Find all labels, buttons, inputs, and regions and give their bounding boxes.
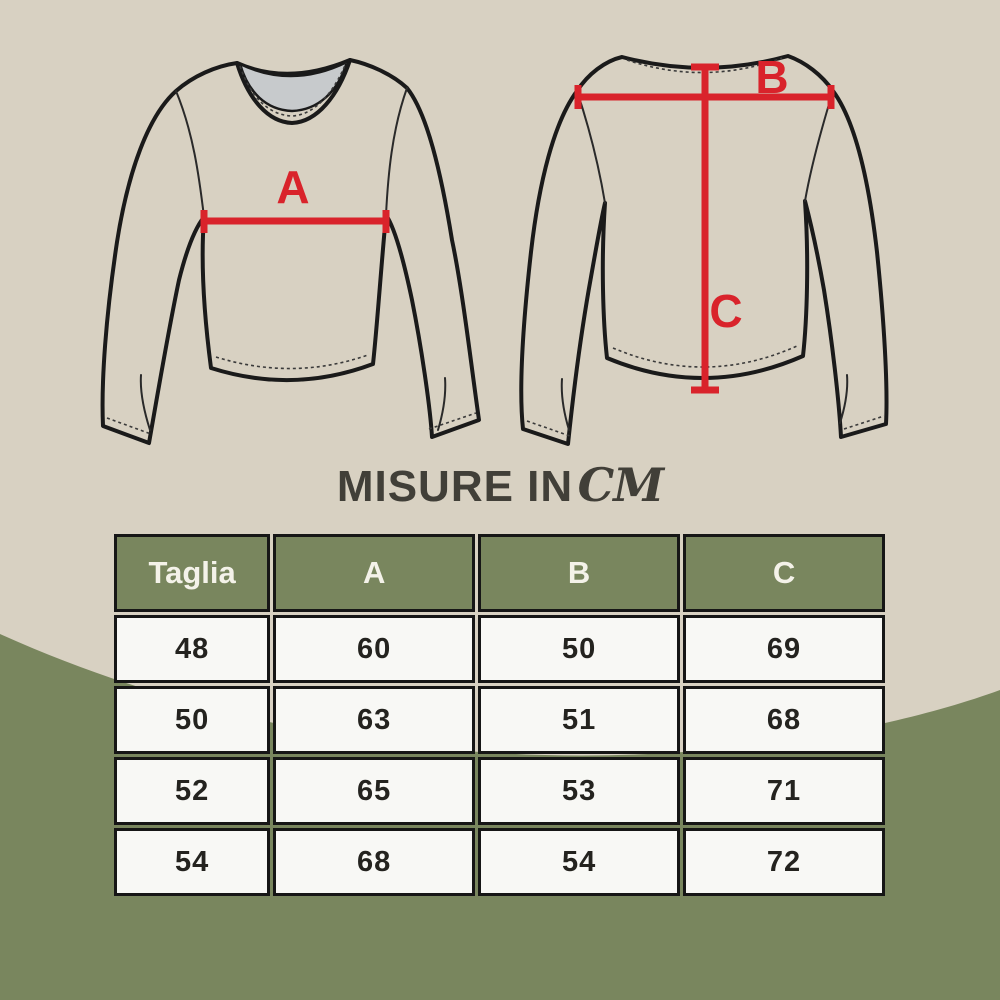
- front-garment-body: [100, 58, 481, 445]
- measure-cell: 54: [478, 828, 681, 896]
- front-collar-inner: [238, 59, 350, 113]
- size-row-54: 54 68 54 72: [114, 828, 885, 896]
- header-cell-a: A: [273, 534, 476, 612]
- measure-cell: 50: [478, 615, 681, 683]
- measure-cell: 72: [683, 828, 885, 896]
- measure-cell: 63: [273, 686, 476, 754]
- size-cell: 52: [114, 757, 271, 825]
- measure-cell: 68: [683, 686, 885, 754]
- measurement-a: A: [200, 161, 390, 233]
- size-cell: 54: [114, 828, 271, 896]
- measurement-label-c: C: [709, 285, 742, 337]
- measure-cell: 60: [273, 615, 476, 683]
- title-text: MISURE IN: [336, 462, 574, 511]
- measure-cell: 65: [273, 757, 476, 825]
- back-cuff-stitch-left: [526, 420, 571, 437]
- size-row-48: 48 60 50 69: [114, 615, 885, 683]
- measurement-c: C: [691, 63, 743, 394]
- measurement-label-b: B: [755, 51, 788, 103]
- size-cell: 48: [114, 615, 271, 683]
- front-armhole-left: [175, 90, 205, 218]
- header-cell-b: B: [478, 534, 681, 612]
- front-cuff-stitch-right: [428, 412, 477, 430]
- size-row-52: 52 65 53 71: [114, 757, 885, 825]
- front-garment-sketch: [100, 58, 481, 445]
- measure-cell: 53: [478, 757, 681, 825]
- size-table-header-row: Taglia A B C: [114, 534, 885, 612]
- back-cuff-stitch-right: [843, 415, 885, 430]
- header-cell-c: C: [683, 534, 885, 612]
- front-collar-band: [235, 58, 352, 125]
- size-table: Taglia A B C 48 60 50 69 50 63 51 68 52 …: [111, 531, 888, 899]
- measure-cell: 69: [683, 615, 885, 683]
- measure-cell: 51: [478, 686, 681, 754]
- measure-cell: 68: [273, 828, 476, 896]
- measure-cell: 71: [683, 757, 885, 825]
- measurement-label-a: A: [276, 161, 309, 213]
- front-sleeve-crease-left: [139, 374, 151, 431]
- front-sleeve-crease-right: [437, 377, 447, 431]
- front-armhole-right: [385, 87, 408, 216]
- back-sleeve-crease-right: [839, 374, 849, 424]
- page-title: MISURE IN CM: [0, 458, 1000, 512]
- front-cuff-stitch-left: [106, 417, 152, 435]
- back-garment-body: [519, 54, 889, 446]
- back-sleeve-crease-left: [560, 378, 570, 431]
- size-row-50: 50 63 51 68: [114, 686, 885, 754]
- title-unit: CM: [577, 458, 665, 512]
- size-cell: 50: [114, 686, 271, 754]
- front-hem-stitch: [215, 354, 369, 370]
- header-cell-taglia: Taglia: [114, 534, 271, 612]
